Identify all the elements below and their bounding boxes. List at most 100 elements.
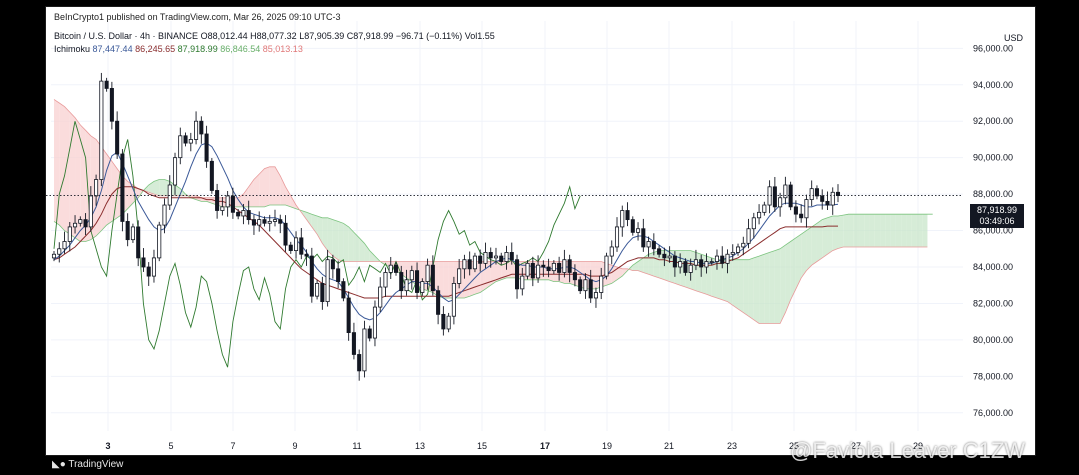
cloud-segment: [338, 221, 344, 262]
candle-body: [393, 264, 399, 273]
cloud-segment: [716, 259, 723, 300]
cloud-segment: [490, 261, 496, 286]
cloud-segment: [653, 250, 660, 278]
cloud-segment: [911, 214, 917, 247]
x-tick-label: 15: [477, 441, 487, 451]
candle-body: [83, 219, 88, 228]
cloud-segment: [632, 261, 639, 271]
cloud-segment: [838, 215, 844, 249]
candle-body: [599, 275, 604, 293]
cloud-segment: [480, 261, 486, 293]
candle-body: [262, 219, 267, 224]
candle-body: [420, 281, 425, 293]
candle-body: [204, 133, 209, 162]
cloud-segment: [764, 252, 770, 324]
cloud-segment: [848, 214, 854, 247]
y-tick-label: 94,000.00: [973, 80, 1013, 90]
cloud-segment: [795, 234, 802, 289]
price-chart[interactable]: 96,000.00 94,000.00 92,000.00 90,000.00 88,0…: [46, 7, 1035, 455]
currency-label[interactable]: USD: [1003, 33, 1023, 43]
candle-body: [625, 210, 630, 221]
candle-body: [725, 253, 730, 264]
candle-body: [762, 204, 767, 213]
open-value: O88,012.44: [200, 31, 248, 41]
cloud-segment: [753, 256, 760, 324]
tradingview-logo-text: TradingView: [68, 459, 124, 470]
cloud-segment: [327, 217, 333, 257]
y-tick-label: 78,000.00: [973, 371, 1013, 381]
cloud-segment: [832, 215, 838, 251]
candle-body: [172, 157, 178, 186]
cloud-segment: [75, 117, 81, 242]
x-tick-label: 7: [230, 441, 235, 451]
cloud-segment: [827, 215, 833, 255]
cloud-segment: [780, 245, 786, 324]
candle-body: [546, 266, 551, 272]
cloud-segment: [359, 237, 365, 262]
candle-body: [88, 195, 93, 228]
candle-body: [183, 135, 188, 144]
cloud-segment: [843, 214, 849, 247]
candle-body: [657, 248, 662, 255]
candle-body: [372, 306, 377, 339]
cloud-segment: [643, 254, 649, 275]
y-tick-label: 82,000.00: [973, 298, 1013, 308]
candle-body: [383, 272, 388, 288]
cloud-segment: [901, 214, 907, 247]
candle-body: [120, 153, 125, 222]
candle-body: [346, 297, 351, 334]
cloud-segment: [732, 259, 739, 309]
candle-body: [714, 255, 720, 262]
candle-body: [399, 272, 404, 292]
cloud-segment: [695, 252, 702, 293]
candle-body: [325, 259, 330, 303]
tradingview-logo[interactable]: ◣● TradingView: [52, 459, 123, 470]
candle-body: [567, 259, 572, 273]
cloud-segment: [806, 226, 812, 271]
candle-body: [430, 264, 435, 292]
candle-body: [136, 226, 141, 259]
candle-body: [499, 255, 504, 262]
cloud-segment: [895, 214, 902, 247]
y-tick-label: 76,000.00: [973, 408, 1013, 418]
cloud-segment: [64, 106, 70, 235]
candle-body: [636, 228, 641, 233]
x-tick-label: 9: [292, 441, 297, 451]
cloud-segment: [59, 103, 65, 231]
cloud-segment: [638, 257, 644, 273]
candle-body: [436, 290, 441, 315]
cloud-segment: [785, 241, 791, 313]
cloud-segment: [853, 214, 860, 247]
candle-body: [351, 332, 356, 355]
candle-body: [309, 255, 314, 297]
cloud-segment: [859, 214, 865, 247]
cloud-segment: [106, 154, 112, 226]
candle-body: [167, 184, 172, 206]
indicator-legend[interactable]: Ichimoku 87,447.44 86,245.65 87,918.99 8…: [54, 44, 303, 54]
last-price-tag: 87,918.99 03:49:06: [970, 204, 1024, 228]
cloud-segment: [495, 261, 502, 282]
candle-body: [272, 219, 278, 222]
candle-body: [735, 246, 741, 253]
cloud-segment: [264, 166, 270, 207]
symbol-name: Bitcoin / U.S. Dollar · 4h · BINANCE: [54, 31, 199, 41]
y-tick-label: 90,000.00: [973, 153, 1013, 163]
candle-body: [778, 197, 783, 208]
candle-body: [609, 246, 614, 257]
candle-body: [562, 259, 567, 273]
cloud-segment: [664, 250, 670, 282]
candle-body: [551, 262, 556, 272]
candle-body: [73, 222, 78, 228]
ichimoku-value-5: 85,013.13: [262, 44, 303, 54]
cloud-segment: [759, 254, 765, 324]
candle-body: [267, 221, 272, 224]
x-axis: 3 5 7 9 11 13 15 17 19 21 23 25 27 29: [105, 441, 923, 451]
candle-body: [446, 315, 451, 330]
candle-body: [746, 228, 751, 244]
candle-body: [520, 275, 525, 290]
senkou-span-a-line: [53, 179, 933, 299]
x-tick-label: 27: [851, 441, 861, 451]
candle-body: [509, 252, 514, 261]
candle-body: [678, 261, 683, 268]
cloud-segment: [306, 212, 312, 227]
